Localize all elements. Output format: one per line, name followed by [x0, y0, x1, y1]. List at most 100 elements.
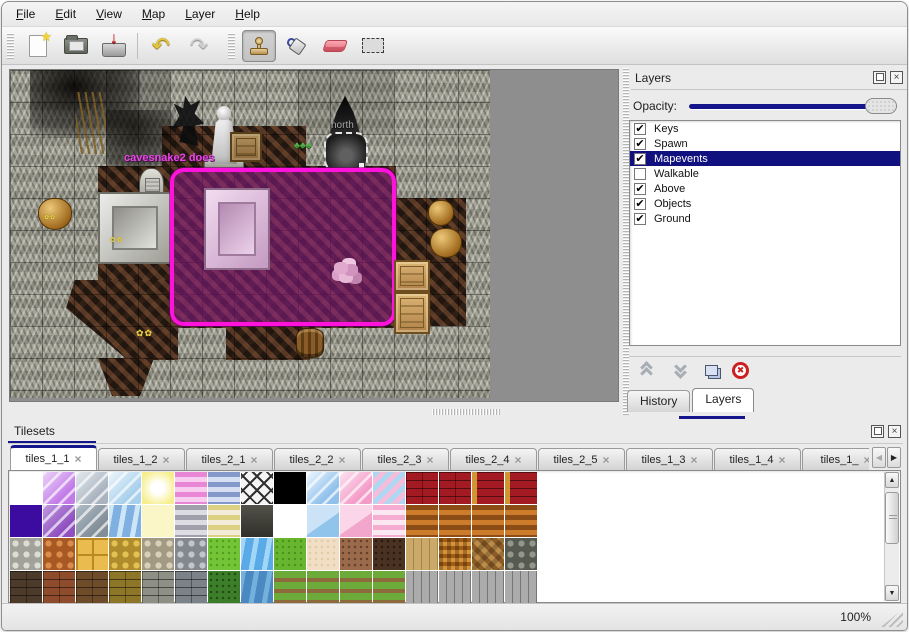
palette-tile-r3c13[interactable]: [439, 571, 471, 603]
opacity-slider-handle[interactable]: [865, 98, 897, 114]
palette-tile-r0c4[interactable]: [142, 472, 174, 504]
palette-tile-r3c6[interactable]: [208, 571, 240, 603]
layer-checkbox[interactable]: ✔: [634, 152, 646, 165]
tab-close-icon[interactable]: ×: [602, 452, 610, 467]
palette-scrollbar[interactable]: ▲ ▼: [884, 472, 899, 601]
tilesets-title[interactable]: Tilesets: [14, 424, 55, 438]
palette-tile-r0c13[interactable]: [439, 472, 471, 504]
map-canvas[interactable]: ♣♣♣ north ✿✿ ✿✿ ✿✿ cav: [10, 70, 490, 398]
palette-tile-r1c0[interactable]: [10, 505, 42, 537]
layer-checkbox[interactable]: ✔: [634, 182, 646, 195]
palette-tile-r2c2[interactable]: [76, 538, 108, 570]
palette-tile-r2c6[interactable]: [208, 538, 240, 570]
scroll-up-button[interactable]: ▲: [885, 472, 899, 488]
menu-item-file[interactable]: File: [16, 7, 36, 21]
palette-tile-r2c1[interactable]: [43, 538, 75, 570]
palette-tile-r1c9[interactable]: [307, 505, 339, 537]
tileset-tab-tiles_1_[interactable]: tiles_1_ ×: [802, 448, 869, 470]
palette-tile-r3c11[interactable]: [373, 571, 405, 603]
palette-tile-r1c12[interactable]: [406, 505, 438, 537]
palette-tile-r2c4[interactable]: [142, 538, 174, 570]
open-file-button[interactable]: [59, 30, 93, 62]
palette-tile-r0c1[interactable]: [43, 472, 75, 504]
tileset-tab-tiles_2_5[interactable]: tiles_2_5 ×: [538, 448, 625, 470]
palette-tile-r2c12[interactable]: [406, 538, 438, 570]
tab-close-icon[interactable]: ×: [426, 452, 434, 467]
palette-tile-r1c14[interactable]: [472, 505, 504, 537]
close-tilesets-icon[interactable]: ×: [888, 425, 901, 438]
palette-tile-r0c0[interactable]: [10, 472, 42, 504]
map-view[interactable]: ♣♣♣ north ✿✿ ✿✿ ✿✿ cav: [9, 69, 619, 402]
float-panel-icon[interactable]: [873, 71, 886, 84]
float-tilesets-icon[interactable]: [871, 425, 884, 438]
close-panel-icon[interactable]: ×: [890, 71, 903, 84]
palette-tile-r3c9[interactable]: [307, 571, 339, 603]
layer-checkbox[interactable]: ✔: [634, 197, 646, 210]
layer-row-ground[interactable]: ✔ Ground: [630, 211, 900, 226]
palette-tile-r2c9[interactable]: [307, 538, 339, 570]
palette-tile-r0c9[interactable]: [307, 472, 339, 504]
layer-row-mapevents[interactable]: ✔ Mapevents: [630, 151, 900, 166]
tab-close-icon[interactable]: ×: [778, 452, 786, 467]
palette-tile-r0c14[interactable]: [472, 472, 504, 504]
palette-tile-r1c8[interactable]: [274, 505, 306, 537]
panel-tab-history[interactable]: History: [627, 390, 691, 412]
palette-tile-r3c10[interactable]: [340, 571, 372, 603]
tab-close-icon[interactable]: ×: [162, 452, 170, 467]
opacity-slider-track[interactable]: [689, 98, 897, 114]
layer-checkbox[interactable]: ✔: [634, 137, 646, 150]
tileset-tab-tiles_1_1[interactable]: tiles_1_1 ×: [10, 445, 97, 470]
save-button[interactable]: ↓: [97, 30, 131, 62]
palette-tile-r2c0[interactable]: [10, 538, 42, 570]
palette-tile-r3c5[interactable]: [175, 571, 207, 603]
palette-tile-r0c12[interactable]: [406, 472, 438, 504]
palette-tile-r1c10[interactable]: [340, 505, 372, 537]
duplicate-layer-button[interactable]: [705, 365, 718, 376]
panel-tab-layers[interactable]: Layers: [692, 388, 755, 412]
palette-tile-r0c15[interactable]: [505, 472, 537, 504]
palette-tile-r1c2[interactable]: [76, 505, 108, 537]
tileset-tab-tiles_2_4[interactable]: tiles_2_4 ×: [450, 448, 537, 470]
palette-tile-r2c8[interactable]: [274, 538, 306, 570]
layer-row-above[interactable]: ✔ Above: [630, 181, 900, 196]
tileset-tab-tiles_2_3[interactable]: tiles_2_3 ×: [362, 448, 449, 470]
resize-grip[interactable]: [881, 609, 903, 627]
layer-checkbox[interactable]: ✔: [634, 212, 646, 225]
raise-layer-button[interactable]: [637, 360, 657, 381]
palette-tile-r1c4[interactable]: [142, 505, 174, 537]
palette-tile-r0c8[interactable]: [274, 472, 306, 504]
splitter-grip[interactable]: [432, 409, 500, 415]
layer-row-spawn[interactable]: ✔ Spawn: [630, 136, 900, 151]
palette-tile-r1c6[interactable]: [208, 505, 240, 537]
scroll-tabs-left-button[interactable]: ◀: [872, 447, 886, 468]
tileset-tab-tiles_2_1[interactable]: tiles_2_1 ×: [186, 448, 273, 470]
palette-tile-r3c4[interactable]: [142, 571, 174, 603]
palette-tile-r1c5[interactable]: [175, 505, 207, 537]
undo-button[interactable]: ↶: [144, 30, 178, 62]
tab-close-icon[interactable]: ×: [514, 452, 522, 467]
tileset-tab-tiles_1_3[interactable]: tiles_1_3 ×: [626, 448, 713, 470]
palette-tile-r2c14[interactable]: [472, 538, 504, 570]
tab-close-icon[interactable]: ×: [863, 454, 869, 466]
palette-tile-r1c7[interactable]: [241, 505, 273, 537]
palette-tile-r2c15[interactable]: [505, 538, 537, 570]
toolbar-drag-handle[interactable]: [7, 32, 14, 59]
palette-tile-r2c3[interactable]: [109, 538, 141, 570]
palette-tile-r0c6[interactable]: [208, 472, 240, 504]
tab-close-icon[interactable]: ×: [74, 452, 82, 466]
palette-tile-r1c3[interactable]: [109, 505, 141, 537]
palette-tile-r0c2[interactable]: [76, 472, 108, 504]
toolbar-drag-handle-2[interactable]: [228, 32, 235, 59]
tileset-tab-tiles_1_2[interactable]: tiles_1_2 ×: [98, 448, 185, 470]
palette-tile-r2c13[interactable]: [439, 538, 471, 570]
palette-tile-r3c8[interactable]: [274, 571, 306, 603]
layer-checkbox[interactable]: ✔: [634, 122, 646, 135]
scroll-down-button[interactable]: ▼: [885, 585, 899, 601]
palette-tile-r0c3[interactable]: [109, 472, 141, 504]
menu-item-layer[interactable]: Layer: [185, 7, 216, 21]
tile-palette[interactable]: ▲ ▼: [8, 470, 901, 603]
palette-tile-r1c13[interactable]: [439, 505, 471, 537]
eraser-tool-button[interactable]: [318, 30, 352, 62]
palette-tile-r1c15[interactable]: [505, 505, 537, 537]
palette-tile-r1c11[interactable]: [373, 505, 405, 537]
